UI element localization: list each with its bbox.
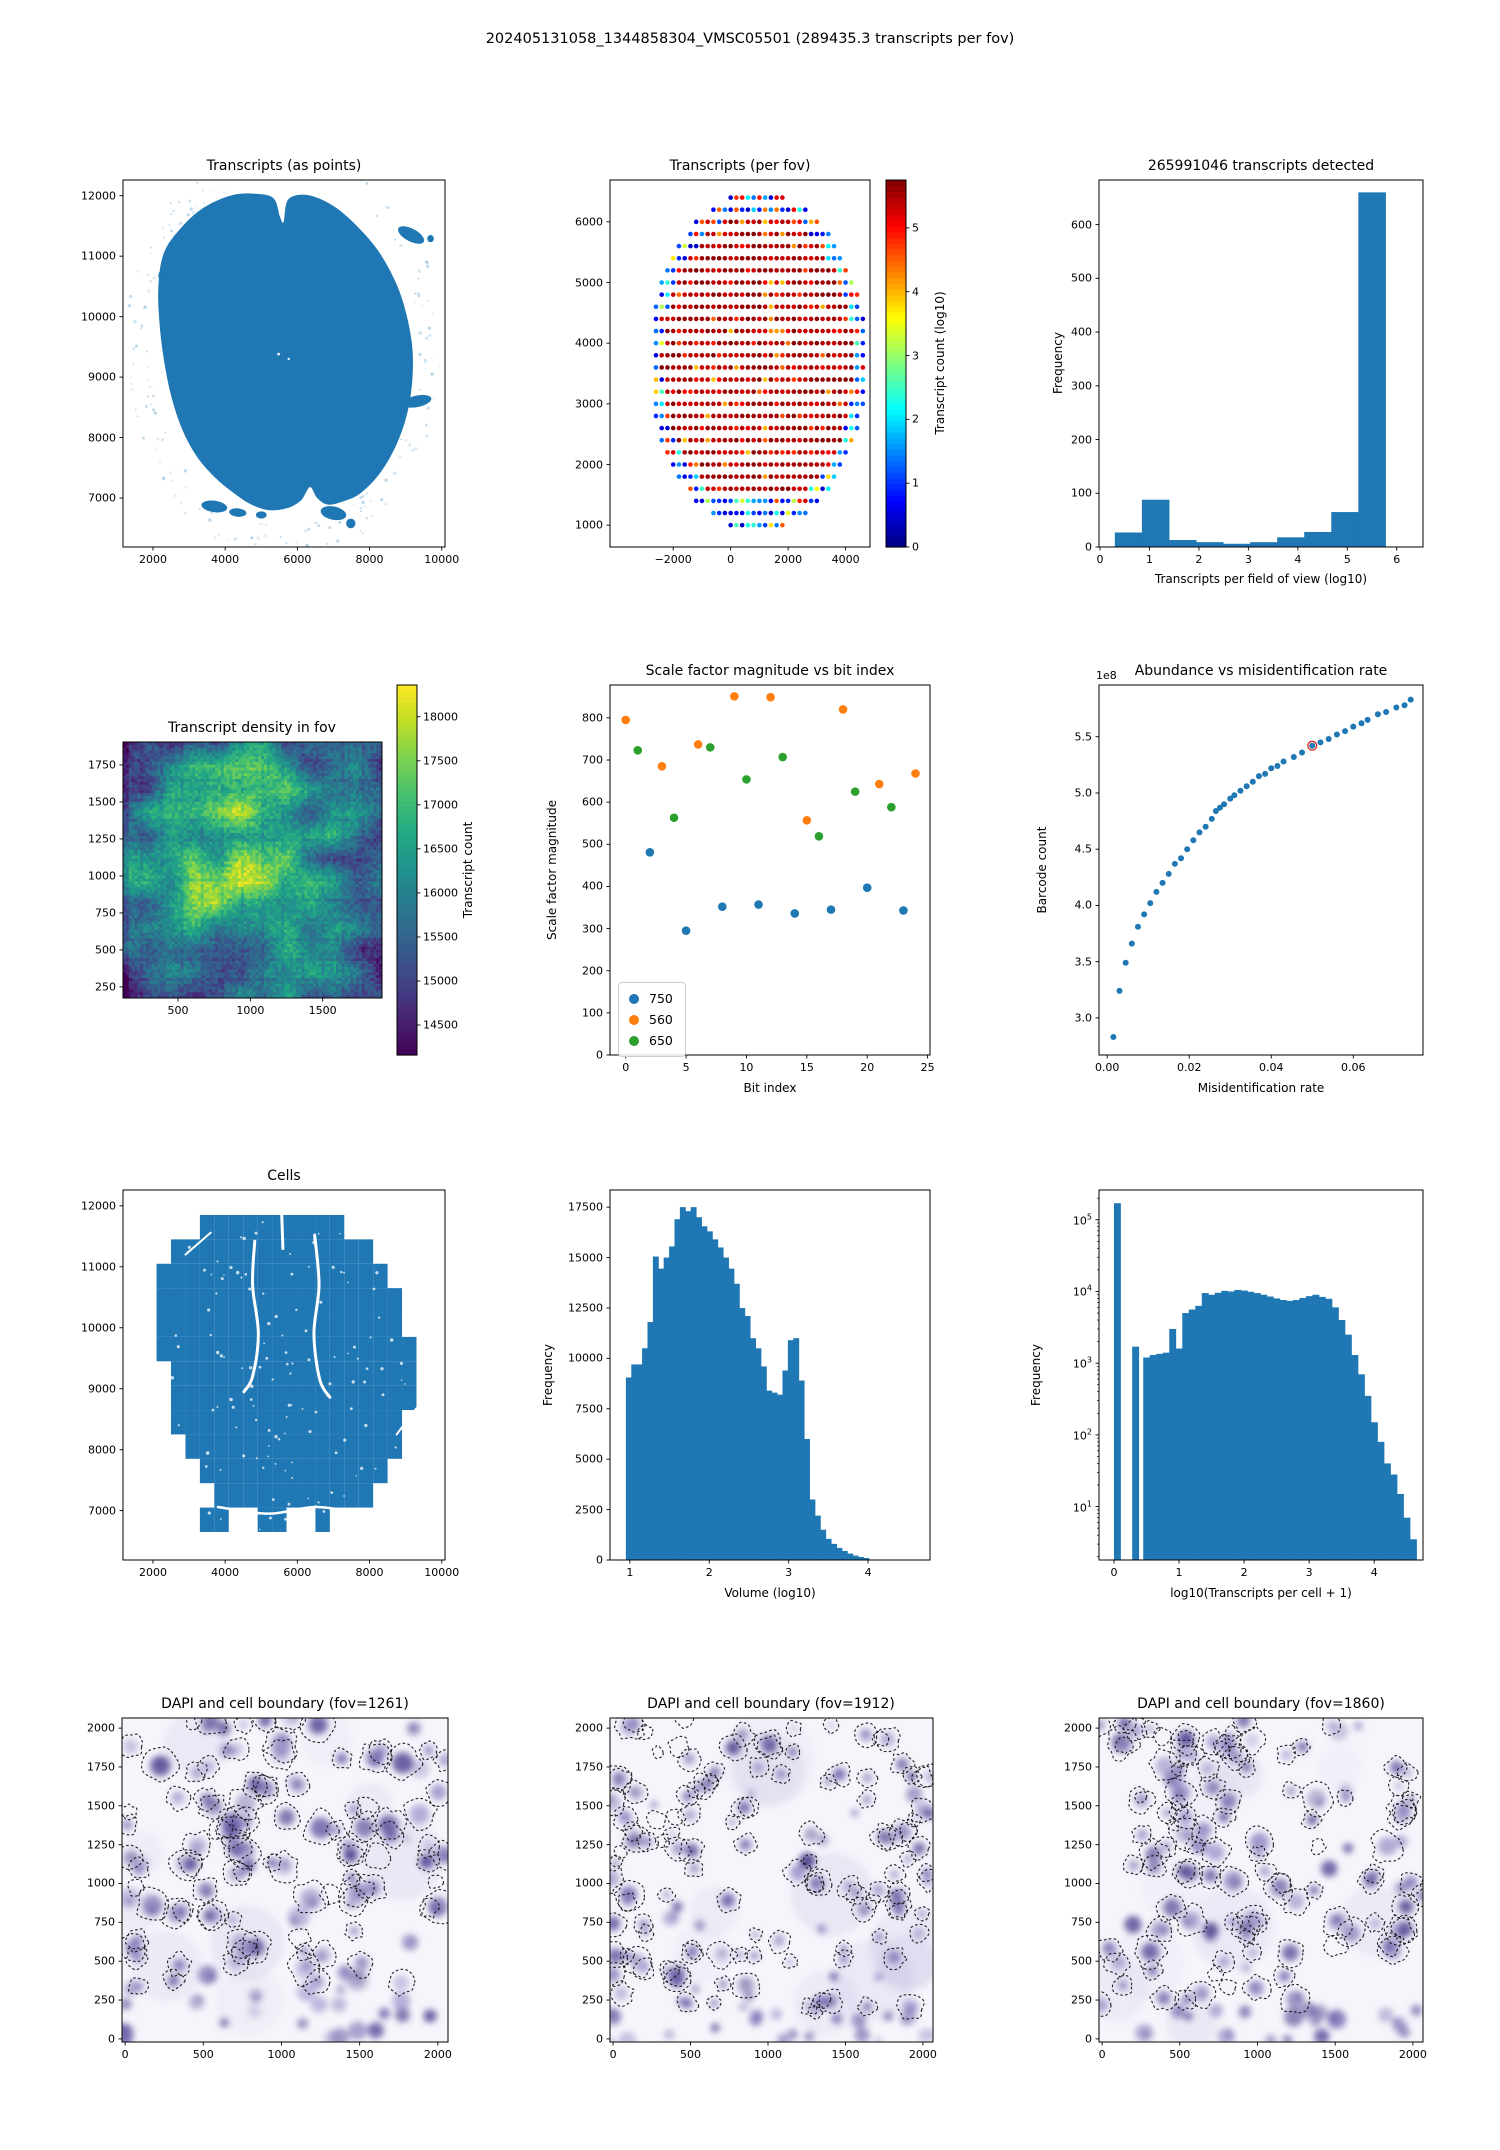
panel-volume-histogram [606, 1189, 931, 1564]
panel-dapi-fov-1261 [118, 1717, 449, 2046]
cell-fov-blocks [156, 1205, 418, 1532]
dapi-image [122, 1718, 448, 2042]
cell-boundaries [1099, 1718, 1423, 2017]
panel-scale-factor-scatter [606, 684, 931, 1059]
panel-abundance-scatter [1095, 684, 1424, 1059]
dapi-nuclei [1099, 1718, 1423, 2042]
panel-transcripts-per-cell-histogram [1095, 1189, 1424, 1564]
colorbar [885, 179, 910, 548]
fov-dot-grid [653, 195, 866, 528]
panel-transcripts-per-fov [606, 179, 910, 551]
panel-transcript-density-heatmap [119, 684, 421, 1056]
cell-boundaries [610, 1718, 933, 2020]
histogram-bars [1113, 1203, 1417, 1560]
panel-transcripts-as-points [119, 179, 446, 551]
density-heatmap-cells [123, 742, 383, 999]
panel-dapi-fov-1860 [1095, 1717, 1424, 2046]
dapi-nuclei [610, 1718, 933, 2042]
brain-point-cloud [127, 180, 441, 547]
colorbar [396, 684, 421, 1056]
panel-dapi-fov-1912 [606, 1717, 934, 2046]
histogram-bars [1114, 192, 1386, 547]
dapi-image [1099, 1718, 1423, 2042]
scale-factor-points [621, 692, 920, 935]
highlighted-threshold-point [1307, 740, 1318, 751]
cell-boundaries [122, 1718, 448, 1997]
panel-transcripts-detected-histogram [1095, 179, 1424, 551]
dapi-nuclei [122, 1718, 448, 2042]
histogram-bars [625, 1207, 870, 1560]
abundance-points [1110, 696, 1414, 1041]
panel-cells [119, 1189, 446, 1564]
dapi-image [610, 1718, 933, 2042]
